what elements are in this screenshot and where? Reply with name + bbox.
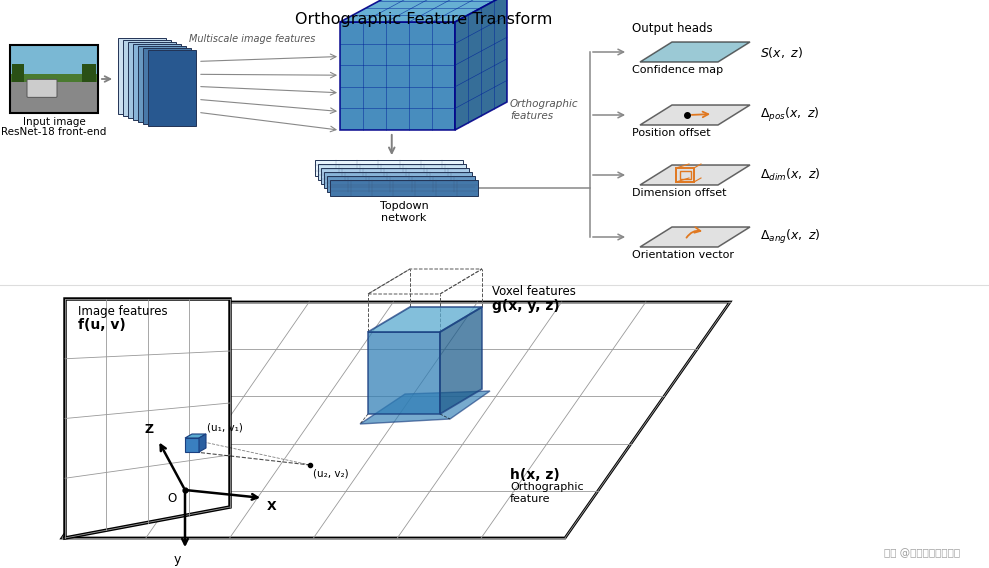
Polygon shape xyxy=(640,42,750,62)
Bar xyxy=(318,164,466,180)
Text: Dimension offset: Dimension offset xyxy=(632,188,727,198)
Text: $\Delta_{ang}(x,\ z)$: $\Delta_{ang}(x,\ z)$ xyxy=(760,228,821,246)
Text: 知乳 @眼涧携里的工程师: 知乳 @眼涧携里的工程师 xyxy=(884,548,960,558)
Polygon shape xyxy=(640,227,750,247)
Polygon shape xyxy=(640,105,750,125)
Bar xyxy=(0,285,989,568)
Bar xyxy=(82,64,96,82)
Bar xyxy=(10,45,98,113)
Bar xyxy=(123,40,171,116)
Polygon shape xyxy=(10,82,98,113)
Text: X: X xyxy=(267,500,277,513)
Bar xyxy=(324,172,472,188)
Polygon shape xyxy=(360,391,490,424)
Bar xyxy=(10,45,98,113)
Bar xyxy=(10,45,98,74)
Text: (u₁, v₁): (u₁, v₁) xyxy=(207,422,243,432)
Text: Confidence map: Confidence map xyxy=(632,65,723,75)
Polygon shape xyxy=(640,165,750,185)
Text: g(x, y, z): g(x, y, z) xyxy=(492,299,560,313)
Polygon shape xyxy=(185,434,206,438)
Text: Position offset: Position offset xyxy=(632,128,711,138)
Bar xyxy=(118,38,166,114)
Bar xyxy=(680,171,691,179)
Bar xyxy=(327,176,475,192)
Text: $S(x,\ z)$: $S(x,\ z)$ xyxy=(760,44,803,60)
Text: Orientation vector: Orientation vector xyxy=(632,250,734,260)
Text: f(u, v): f(u, v) xyxy=(78,318,126,332)
Text: O: O xyxy=(168,492,177,505)
Text: Topdown
network: Topdown network xyxy=(380,201,428,223)
Text: $\Delta_{dim}(x,\ z)$: $\Delta_{dim}(x,\ z)$ xyxy=(760,167,821,183)
Polygon shape xyxy=(62,302,730,538)
Polygon shape xyxy=(340,22,455,130)
Text: ResNet-18 front-end: ResNet-18 front-end xyxy=(1,127,107,137)
Bar xyxy=(676,168,694,182)
Bar xyxy=(321,168,469,184)
Polygon shape xyxy=(65,299,230,538)
Text: y: y xyxy=(174,553,181,566)
Bar xyxy=(143,48,191,124)
Text: Multiscale image features: Multiscale image features xyxy=(189,34,315,44)
FancyBboxPatch shape xyxy=(27,80,57,97)
Text: Input image: Input image xyxy=(23,117,85,127)
Text: Orthographic
feature: Orthographic feature xyxy=(510,482,584,504)
Bar xyxy=(315,160,463,176)
Bar xyxy=(128,42,176,118)
Bar xyxy=(12,64,24,82)
Text: Voxel features: Voxel features xyxy=(492,285,576,298)
Polygon shape xyxy=(368,307,482,332)
Text: Orthographic
features: Orthographic features xyxy=(510,99,579,121)
Polygon shape xyxy=(455,0,507,130)
Bar xyxy=(138,46,186,122)
Polygon shape xyxy=(199,434,206,452)
Text: Image features: Image features xyxy=(78,305,167,318)
Text: (u₂, v₂): (u₂, v₂) xyxy=(313,469,349,479)
Text: h(x, z): h(x, z) xyxy=(510,468,560,482)
Bar xyxy=(148,50,196,126)
Polygon shape xyxy=(340,0,507,22)
Bar xyxy=(133,44,181,120)
Polygon shape xyxy=(185,438,199,452)
Text: Z: Z xyxy=(144,423,154,436)
Bar xyxy=(330,180,478,196)
Text: Orthographic Feature Transform: Orthographic Feature Transform xyxy=(295,12,552,27)
Text: Output heads: Output heads xyxy=(632,22,713,35)
Polygon shape xyxy=(368,332,440,414)
Polygon shape xyxy=(440,307,482,414)
Text: $\Delta_{pos}(x,\ z)$: $\Delta_{pos}(x,\ z)$ xyxy=(760,106,820,124)
